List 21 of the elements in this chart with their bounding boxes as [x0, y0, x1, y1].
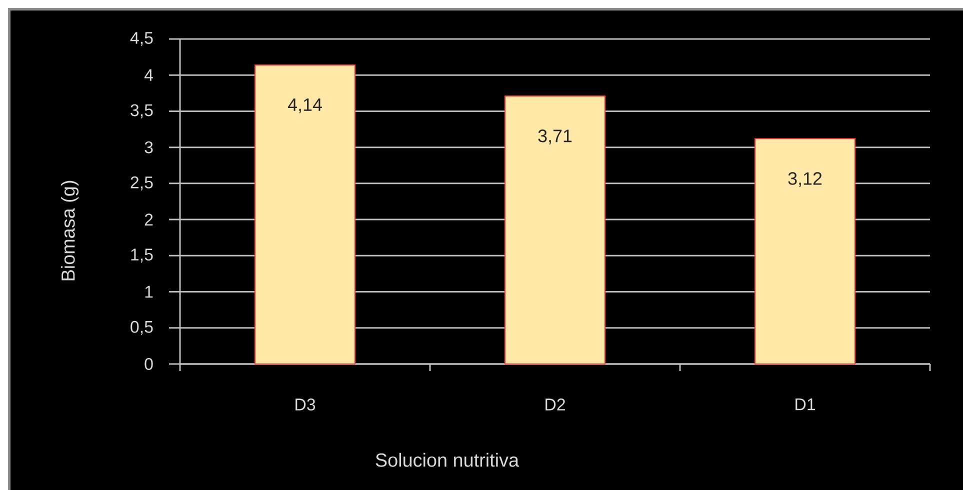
bar: [254, 64, 356, 364]
x-tick-label: D3: [296, 398, 316, 411]
bar: [754, 138, 856, 364]
y-tick-label: 0,5: [130, 320, 153, 335]
data-label: 4,14: [288, 98, 322, 114]
y-tick-label: 4: [144, 69, 153, 81]
y-tick-label: 3,5: [130, 104, 153, 118]
y-tick-label: 1: [145, 286, 153, 298]
data-label: 3,71: [538, 130, 572, 144]
y-axis-title: Biomasa (g): [60, 180, 79, 280]
data-label: 3,12: [788, 172, 822, 187]
y-tick-label: 4,5: [130, 32, 153, 46]
y-tick-label: 2: [144, 214, 153, 226]
x-axis-title: Solucion nutritiva: [376, 452, 520, 467]
bar: [504, 96, 606, 364]
y-tick-label: 3: [144, 141, 153, 154]
y-tick-label: 1,5: [131, 248, 153, 263]
y-tick-label: 2,5: [130, 176, 153, 190]
x-tick-label: D1: [796, 398, 816, 410]
y-tick-label: 0: [144, 358, 153, 370]
x-tick-label: D2: [546, 398, 565, 410]
